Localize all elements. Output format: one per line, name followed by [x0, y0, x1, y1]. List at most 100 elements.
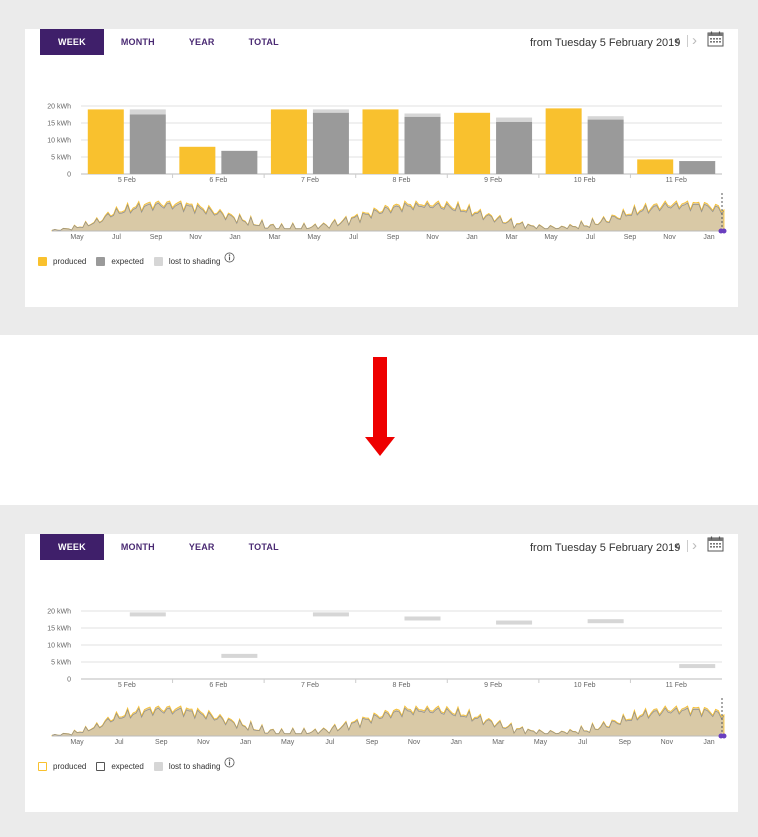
y-tick-label: 15 kWh [47, 626, 71, 633]
overview-tick-label: Jan [229, 234, 240, 241]
x-tick-label: 7 Feb [301, 682, 319, 689]
overview-tick-label: Nov [189, 234, 202, 241]
bar-expected [404, 116, 441, 174]
y-tick-label: 10 kWh [47, 643, 71, 650]
calendar-icon[interactable] [707, 31, 724, 47]
x-tick-label: 9 Feb [484, 682, 502, 689]
chevron-left-icon[interactable]: ‹ [675, 32, 680, 49]
legend-swatch-expected [96, 762, 106, 771]
overview-marker-right [721, 733, 727, 739]
y-tick-label: 0 [67, 677, 71, 684]
info-icon[interactable] [224, 252, 235, 263]
bar-lost-to-shading [404, 113, 441, 117]
overview-tick-label: Jul [349, 234, 358, 241]
bar-produced [87, 109, 124, 174]
tab-year[interactable]: YEAR [188, 542, 215, 552]
bar-expected [496, 121, 533, 174]
tab-total[interactable]: TOTAL [248, 542, 279, 552]
info-icon[interactable] [224, 757, 235, 768]
legend: produced expected lost to shading [38, 757, 235, 771]
bar-produced [270, 109, 307, 174]
x-tick-label: 11 Feb [666, 682, 687, 689]
legend-expected[interactable]: expected [96, 762, 144, 771]
y-tick-label: 20 kWh [47, 104, 71, 111]
energy-chart: 0 5 kWh 10 kWh 15 kWh 20 kWh 5 Feb 6 Feb 7 Feb 8… [47, 104, 727, 241]
legend-swatch-expected [96, 257, 106, 266]
tab-month[interactable]: MONTH [120, 37, 155, 47]
legend-expected[interactable]: expected [96, 257, 144, 266]
overview-tick-label: Sep [618, 739, 631, 746]
overview-tick-label: Jul [112, 234, 121, 241]
bar-produced [637, 159, 674, 174]
period-tabs: WEEK MONTH YEAR TOTAL [40, 29, 296, 55]
overview-tick-label: Jul [325, 739, 334, 746]
overview-tick-label: Nov [663, 234, 676, 241]
transition-band [0, 335, 758, 505]
x-tick-label: 8 Feb [393, 682, 411, 689]
x-tick-label: 5 Feb [118, 177, 136, 184]
y-tick-label: 5 kWh [51, 155, 71, 162]
tab-total[interactable]: TOTAL [248, 37, 279, 47]
legend-lost[interactable]: lost to shading [153, 257, 220, 266]
overview-tick-label: May [544, 234, 558, 241]
y-tick-label: 5 kWh [51, 660, 71, 667]
legend-swatch-produced [38, 762, 47, 771]
bar-lost-to-shading [221, 653, 258, 658]
legend-produced[interactable]: produced [38, 257, 86, 266]
overview-tick-label: Jul [115, 739, 124, 746]
nav-divider [687, 540, 688, 552]
overview-area-produced [51, 705, 725, 737]
legend-label-expected: expected [111, 257, 144, 266]
chart-panel-after: WEEK MONTH YEAR TOTAL from Tuesday 5 Feb… [25, 534, 738, 812]
tab-week[interactable]: WEEK [40, 534, 104, 560]
overview-tick-label: Jan [703, 739, 714, 746]
nav-divider [687, 35, 688, 47]
overview-tick-label: Jul [586, 234, 595, 241]
overview-tick-label: Mar [505, 234, 518, 241]
y-tick-label: 10 kWh [47, 138, 71, 145]
bar-expected [312, 112, 349, 174]
overview-area-produced [51, 200, 725, 232]
chevron-right-icon[interactable]: › [692, 537, 697, 554]
chevron-left-icon[interactable]: ‹ [675, 537, 680, 554]
y-tick-label: 20 kWh [47, 609, 71, 616]
overview-line-expected [51, 707, 725, 736]
overview-line-expected [51, 202, 725, 231]
legend-label-produced: produced [53, 257, 87, 266]
bar-lost-to-shading [129, 109, 166, 115]
overview-tick-label: May [281, 739, 295, 746]
bar-expected [221, 150, 258, 174]
bar-lost-to-shading [129, 612, 166, 617]
bar-produced [179, 146, 216, 174]
down-arrow-icon [365, 357, 395, 456]
bar-lost-to-shading [312, 109, 349, 113]
calendar-icon[interactable] [707, 536, 724, 552]
bar-expected [587, 119, 624, 174]
legend-lost[interactable]: lost to shading [153, 762, 220, 771]
overview-tick-label: Nov [408, 739, 421, 746]
legend-swatch-lost [153, 257, 163, 266]
x-tick-label: 8 Feb [393, 177, 411, 184]
overview-tick-label: May [534, 739, 548, 746]
tab-month[interactable]: MONTH [120, 542, 155, 552]
legend-produced[interactable]: produced [38, 762, 86, 771]
overview-tick-label: May [70, 234, 84, 241]
tab-week[interactable]: WEEK [40, 29, 104, 55]
overview-tick-label: Nov [661, 739, 674, 746]
overview-marker-right [721, 228, 727, 234]
bar-lost-to-shading [312, 612, 349, 617]
bar-lost-to-shading [587, 619, 624, 624]
x-tick-label: 5 Feb [118, 682, 136, 689]
date-range-label: from Tuesday 5 February 2019 [530, 542, 681, 554]
y-tick-label: 0 [67, 172, 71, 179]
chart-panel-before: WEEK MONTH YEAR TOTAL from Tuesday 5 Feb… [25, 29, 738, 307]
x-tick-label: 11 Feb [666, 177, 687, 184]
bar-produced [362, 109, 399, 174]
chevron-right-icon[interactable]: › [692, 32, 697, 49]
overview-tick-label: May [70, 739, 84, 746]
x-tick-label: 10 Feb [574, 177, 596, 184]
bar-produced [545, 108, 582, 174]
bar-expected [679, 161, 716, 174]
tab-year[interactable]: YEAR [188, 37, 215, 47]
overview-tick-label: Sep [366, 739, 379, 746]
